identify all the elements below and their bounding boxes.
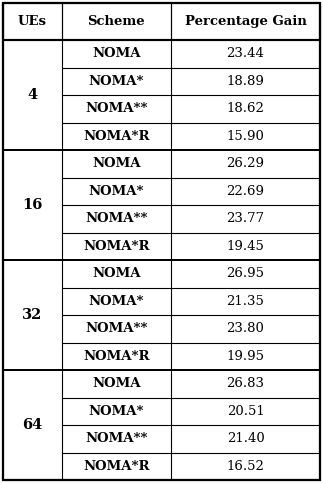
Text: 4: 4 (27, 88, 37, 102)
Text: 23.80: 23.80 (226, 322, 265, 335)
Text: NOMA*: NOMA* (89, 295, 144, 308)
Text: NOMA**: NOMA** (85, 322, 148, 335)
Text: 18.89: 18.89 (226, 75, 265, 88)
Text: 16: 16 (22, 198, 43, 212)
Text: NOMA*: NOMA* (89, 185, 144, 198)
Text: NOMA*: NOMA* (89, 75, 144, 88)
Text: 21.35: 21.35 (226, 295, 265, 308)
Text: 20.51: 20.51 (227, 405, 265, 418)
Text: 21.40: 21.40 (227, 432, 265, 445)
Text: NOMA*R: NOMA*R (83, 240, 150, 253)
Text: NOMA: NOMA (92, 47, 141, 60)
Text: 19.45: 19.45 (226, 240, 265, 253)
Text: Percentage Gain: Percentage Gain (184, 15, 307, 28)
Text: NOMA: NOMA (92, 267, 141, 280)
Text: 23.77: 23.77 (226, 212, 265, 225)
Text: NOMA*: NOMA* (89, 405, 144, 418)
Text: NOMA**: NOMA** (85, 102, 148, 115)
Text: 19.95: 19.95 (226, 350, 265, 363)
Text: NOMA*R: NOMA*R (83, 350, 150, 363)
Text: 16.52: 16.52 (226, 460, 265, 473)
Text: 23.44: 23.44 (226, 47, 265, 60)
Text: NOMA: NOMA (92, 377, 141, 390)
Text: 18.62: 18.62 (226, 102, 265, 115)
Text: NOMA**: NOMA** (85, 212, 148, 225)
Text: 32: 32 (22, 308, 43, 322)
Text: NOMA: NOMA (92, 157, 141, 170)
Text: 26.83: 26.83 (226, 377, 265, 390)
Text: 64: 64 (22, 418, 42, 432)
Text: NOMA**: NOMA** (85, 432, 148, 445)
Text: 26.95: 26.95 (226, 267, 265, 280)
Text: 22.69: 22.69 (226, 185, 265, 198)
Text: Scheme: Scheme (88, 15, 145, 28)
Text: UEs: UEs (18, 15, 47, 28)
Text: NOMA*R: NOMA*R (83, 460, 150, 473)
Text: 15.90: 15.90 (226, 130, 265, 143)
Text: 26.29: 26.29 (226, 157, 265, 170)
Text: NOMA*R: NOMA*R (83, 130, 150, 143)
